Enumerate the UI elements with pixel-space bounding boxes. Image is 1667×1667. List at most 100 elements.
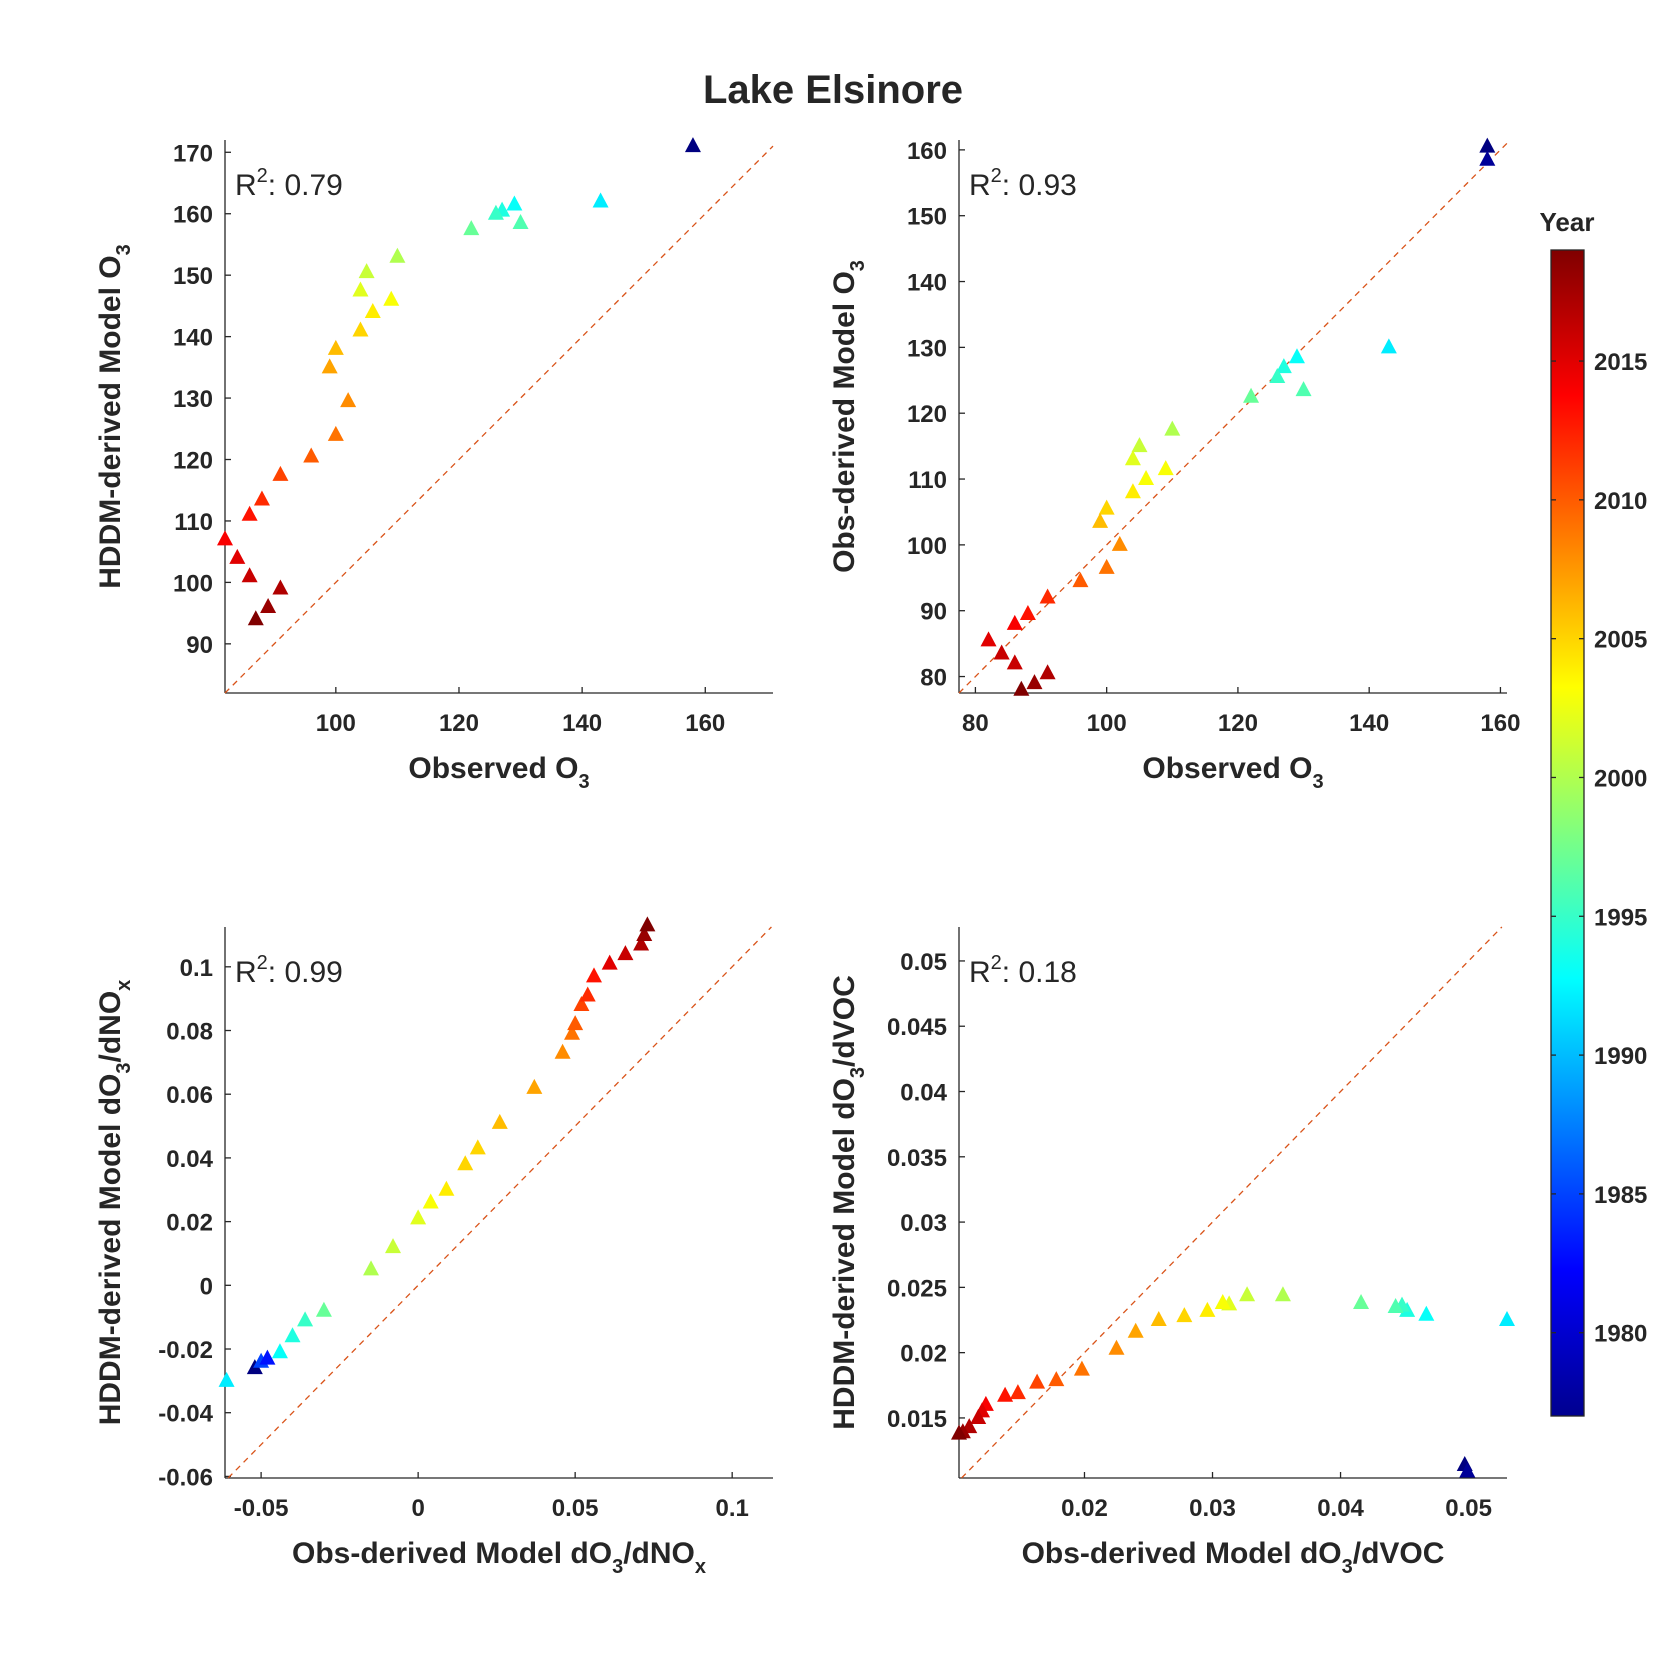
data-point [585,967,602,983]
data-point [573,996,590,1012]
data-point [247,610,264,626]
panel-top-left: 100 120 140 160 90 100 110 120 130 140 150 160 170 R2… [94,137,774,793]
colorbar-tick-label: 1980 [1594,1321,1647,1348]
y-tick-label: 0.08 [166,1019,213,1046]
y-tick-label: -0.06 [158,1464,213,1491]
y-tick-label: 110 [908,467,947,494]
y-tick-label: 0.025 [887,1275,947,1302]
r2-annotation: R2: 0.79 [235,165,343,202]
data-point [1098,558,1115,574]
reference-line [961,926,1503,1479]
x-axis-label: Observed O3 [1142,752,1323,793]
x-tick-label: 0.04 [1317,1495,1364,1522]
data-point [592,192,609,208]
data-point [1127,1322,1144,1338]
data-point [383,290,400,306]
data-point [241,567,258,583]
data-point [389,247,406,263]
y-tick-label: 0 [200,1273,213,1300]
data-point [1039,664,1056,680]
x-tick-label: 80 [962,710,989,737]
data-point [1164,420,1181,436]
data-point [1124,483,1141,499]
colorbar-tick-label: 2000 [1594,765,1647,792]
reference-line [227,926,772,1479]
x-tick-label: 160 [685,710,725,737]
data-point [327,425,344,441]
x-tick-label: 120 [439,710,479,737]
y-tick-label: 130 [173,386,213,413]
data-point [364,303,381,319]
colorbar-tick-label: 2010 [1594,488,1647,515]
y-tick-label: 140 [173,325,213,352]
data-point [327,339,344,355]
panels: 100 120 140 160 90 100 110 120 130 140 150 160 170 R2… [94,137,1520,1578]
data-point [1479,150,1496,166]
colorbar-tick-label: 1985 [1594,1182,1647,1209]
data-point [463,220,480,236]
data-point [218,1371,235,1387]
y-tick-label: 160 [907,138,947,165]
data-point [1295,381,1312,397]
data-point [1039,588,1056,604]
data-point [997,1386,1014,1402]
data-point [1098,499,1115,515]
data-point [1108,1339,1125,1355]
x-tick-label: 0.02 [1061,1495,1108,1522]
colorbar-tick-label: 1995 [1594,904,1647,931]
y-tick-label: 120 [173,448,213,475]
y-tick-label: -0.02 [158,1337,213,1364]
data-point [633,935,650,951]
data-point [358,263,375,279]
data-point [1092,512,1109,528]
data-point [1275,358,1292,374]
data-point [363,1260,380,1276]
r2-annotation: R2: 0.93 [969,165,1077,202]
data-point [385,1238,402,1254]
data-point [491,1113,508,1129]
colorbar-label: Year [1540,207,1595,237]
data-point [469,1139,486,1155]
data-point [639,916,656,932]
data-point [1380,338,1397,354]
data-point [1073,1360,1090,1376]
data-point [951,1424,967,1440]
data-point [259,1349,276,1365]
panel-bottom-right: 0.02 0.03 0.04 0.05 0.015 0.02 0.025 0.03 0.035 0… [828,926,1515,1578]
data-point [1150,1311,1167,1327]
x-tick-label: 160 [1480,710,1520,737]
data-point [284,1327,301,1343]
y-tick-label: 90 [186,632,213,659]
data-point [970,1408,987,1424]
data-point [1274,1286,1291,1302]
x-tick-label: 0.1 [715,1495,748,1522]
panel-bottom-left: -0.05 0 0.05 0.1 -0.06 -0.04 -0.02 0 0.02 0.04 0.0… [94,916,773,1578]
y-tick-label: 140 [907,270,947,297]
data-point [636,925,653,941]
data-point [217,530,233,546]
data-point [1157,460,1174,476]
y-tick-label: 0.04 [900,1080,947,1107]
data-point [684,137,701,153]
data-point [1072,572,1089,588]
x-tick-label: 0.03 [1189,1495,1236,1522]
x-tick-label: 140 [1349,710,1389,737]
data-point [303,447,320,463]
y-tick-label: 0.1 [180,955,213,982]
data-point [980,631,997,647]
colorbar-ticks: 1980 1985 1990 1995 2000 2005 2010 2015 [1551,349,1647,1348]
data-point [579,986,596,1002]
y-tick-label: 0.04 [166,1146,213,1173]
x-tick-label: 0.05 [552,1495,599,1522]
data-point [1459,1462,1476,1478]
data-point [340,392,357,408]
data-point [601,954,618,970]
y-tick-label: 130 [907,335,947,362]
data-point [564,1024,581,1040]
x-tick-label: 0.05 [1445,1495,1492,1522]
data-point [993,644,1010,660]
data-point [1288,348,1305,364]
data-point [422,1193,439,1209]
y-axis-label: Obs-derived Model O3 [828,260,869,573]
